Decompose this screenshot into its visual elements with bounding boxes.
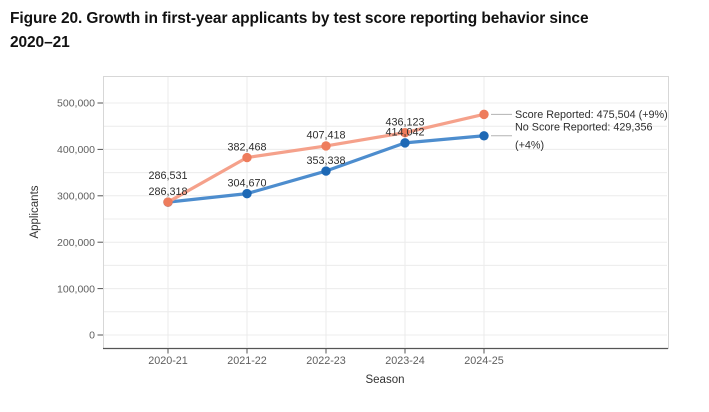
y-tick-label: 400,000 bbox=[57, 144, 95, 156]
y-tick-label: 300,000 bbox=[57, 190, 95, 202]
data-point-label: 353,338 bbox=[306, 155, 345, 167]
figure-title-line-1: Figure 20. Growth in first-year applican… bbox=[10, 10, 589, 27]
data-point-label: 414,042 bbox=[385, 127, 424, 139]
data-point-no-score-reported bbox=[321, 166, 331, 176]
data-point-label: 382,468 bbox=[227, 141, 266, 153]
y-axis-title: Applicants bbox=[29, 185, 41, 238]
data-point-no-score-reported bbox=[242, 188, 252, 199]
data-point-score-reported bbox=[242, 152, 252, 163]
data-point-score-reported bbox=[163, 197, 173, 207]
data-point-label: 407,418 bbox=[306, 130, 345, 142]
x-tick-label: 2024-25 bbox=[464, 355, 504, 367]
x-axis-title: Season bbox=[365, 374, 404, 386]
data-point-no-score-reported bbox=[479, 131, 489, 141]
data-point-label: 286,531 bbox=[148, 170, 187, 182]
x-tick-label: 2021-22 bbox=[227, 355, 267, 367]
y-tick-label: 100,000 bbox=[57, 283, 95, 295]
data-point-label: 304,670 bbox=[227, 177, 266, 189]
data-point-score-reported bbox=[479, 109, 489, 120]
legend-label-no-score-reported: (+4%) bbox=[515, 140, 544, 152]
figure-title: Figure 20. Growth in first-year applican… bbox=[10, 7, 665, 55]
plot-panel bbox=[103, 76, 669, 349]
data-point-label: 286,318 bbox=[148, 186, 187, 198]
data-point-score-reported bbox=[321, 141, 331, 151]
x-tick-label: 2022-23 bbox=[306, 355, 346, 367]
x-tick-label: 2020-21 bbox=[148, 355, 188, 367]
data-point-score-reported bbox=[400, 127, 410, 138]
x-tick-label: 2023-24 bbox=[385, 355, 425, 367]
data-point-label: 436,123 bbox=[385, 116, 424, 128]
legend-label-score-reported: Score Reported: 475,504 (+9%) bbox=[515, 109, 668, 121]
y-tick-label: 200,000 bbox=[57, 237, 95, 249]
y-tick-label: 0 bbox=[89, 330, 95, 342]
data-point-no-score-reported bbox=[400, 138, 410, 148]
figure-title-line-2: 2020–21 bbox=[10, 34, 70, 51]
y-tick-label: 500,000 bbox=[57, 98, 95, 110]
legend-label-no-score-reported: No Score Reported: 429,356 bbox=[515, 122, 652, 134]
